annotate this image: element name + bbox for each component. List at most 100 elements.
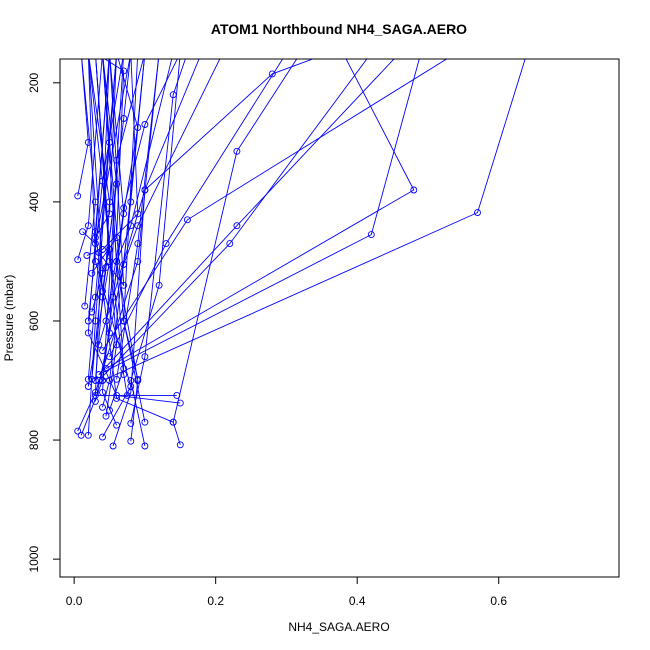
- series-line: [102, 59, 125, 411]
- data-point: [95, 371, 103, 379]
- data-point: [83, 252, 91, 259]
- data-point: [162, 240, 170, 248]
- data-point: [91, 377, 99, 384]
- data-point: [106, 198, 113, 206]
- series-line: [112, 59, 178, 298]
- data-point: [74, 427, 82, 435]
- data-point: [102, 365, 110, 373]
- data-point: [81, 302, 89, 310]
- data-point: [91, 198, 99, 206]
- series-line: [77, 59, 89, 196]
- data-point: [79, 228, 87, 236]
- y-axis-label: Pressure (mbar): [2, 275, 16, 362]
- data-point: [141, 121, 149, 128]
- y-tick-label: 600: [27, 311, 41, 331]
- data-point: [102, 317, 110, 325]
- data-point: [123, 391, 131, 399]
- data-point: [84, 222, 92, 230]
- data-point: [120, 281, 128, 289]
- series-line: [172, 59, 298, 445]
- data-point: [127, 437, 135, 445]
- data-point: [120, 260, 128, 268]
- series-line: [98, 59, 200, 345]
- series-line: [123, 59, 139, 380]
- data-point: [88, 375, 96, 383]
- data-point: [84, 431, 92, 439]
- data-point: [106, 329, 113, 337]
- data-point: [233, 222, 241, 230]
- data-point: [183, 216, 191, 224]
- data-point: [127, 419, 135, 427]
- series-line: [98, 59, 125, 287]
- x-tick-label: 0.4: [349, 594, 366, 608]
- data-point: [99, 433, 106, 441]
- data-point: [134, 124, 142, 131]
- series-line: [82, 59, 131, 245]
- data-point: [141, 442, 149, 450]
- y-tick-label: 800: [27, 430, 41, 450]
- x-axis-label: NH4_SAGA.AERO: [288, 620, 389, 634]
- data-point: [95, 341, 103, 349]
- data-point: [134, 240, 142, 248]
- data-point: [84, 317, 92, 325]
- series-line: [98, 59, 420, 376]
- data-point: [169, 418, 177, 426]
- data-point: [84, 375, 92, 383]
- data-point: [74, 192, 82, 200]
- data-point: [173, 391, 181, 399]
- data-point: [113, 375, 121, 383]
- data-point: [134, 375, 142, 383]
- data-point: [120, 204, 128, 212]
- data-point: [106, 406, 113, 414]
- x-tick-label: 0.2: [207, 594, 224, 608]
- series-line: [87, 59, 117, 380]
- data-point: [99, 377, 106, 384]
- data-point: [74, 256, 82, 264]
- series-line: [87, 59, 181, 404]
- y-tick-label: 400: [27, 192, 41, 212]
- data-point: [176, 441, 184, 449]
- data-point: [367, 231, 375, 239]
- series-line: [102, 59, 118, 292]
- series-line: [123, 59, 221, 265]
- data-point: [102, 412, 110, 420]
- data-point: [127, 222, 135, 230]
- x-tick-label: 0.6: [490, 594, 507, 608]
- data-point: [84, 383, 92, 390]
- data-point: [113, 234, 121, 242]
- series-line: [95, 59, 117, 238]
- data-point: [169, 91, 177, 99]
- series-line: [88, 59, 110, 268]
- data-point: [474, 209, 481, 217]
- data-point: [127, 198, 135, 206]
- data-point: [77, 431, 85, 439]
- data-point: [99, 403, 106, 411]
- chart-title: ATOM1 Northbound NH4_SAGA.AERO: [211, 21, 467, 37]
- data-point: [84, 329, 92, 337]
- series-line: [77, 59, 103, 260]
- data-point: [113, 180, 121, 188]
- data-point: [134, 210, 142, 218]
- data-point: [410, 186, 418, 194]
- data-point: [91, 234, 99, 242]
- data-point: [120, 67, 128, 75]
- data-point: [268, 70, 276, 78]
- series-line: [130, 59, 186, 424]
- data-point: [127, 383, 135, 390]
- data-point: [109, 293, 117, 301]
- series-line: [98, 59, 368, 381]
- data-point: [99, 287, 106, 295]
- data-point: [102, 263, 110, 271]
- y-tick-label: 1000: [27, 545, 41, 572]
- data-point: [99, 269, 106, 277]
- series-line: [102, 59, 448, 351]
- series-line: [109, 59, 144, 333]
- data-point: [120, 115, 128, 122]
- data-point: [88, 269, 96, 277]
- series-line: [88, 59, 132, 438]
- x-tick-label: 0.0: [66, 594, 83, 608]
- data-point: [226, 240, 234, 248]
- data-point: [84, 138, 92, 146]
- data-point: [141, 353, 149, 361]
